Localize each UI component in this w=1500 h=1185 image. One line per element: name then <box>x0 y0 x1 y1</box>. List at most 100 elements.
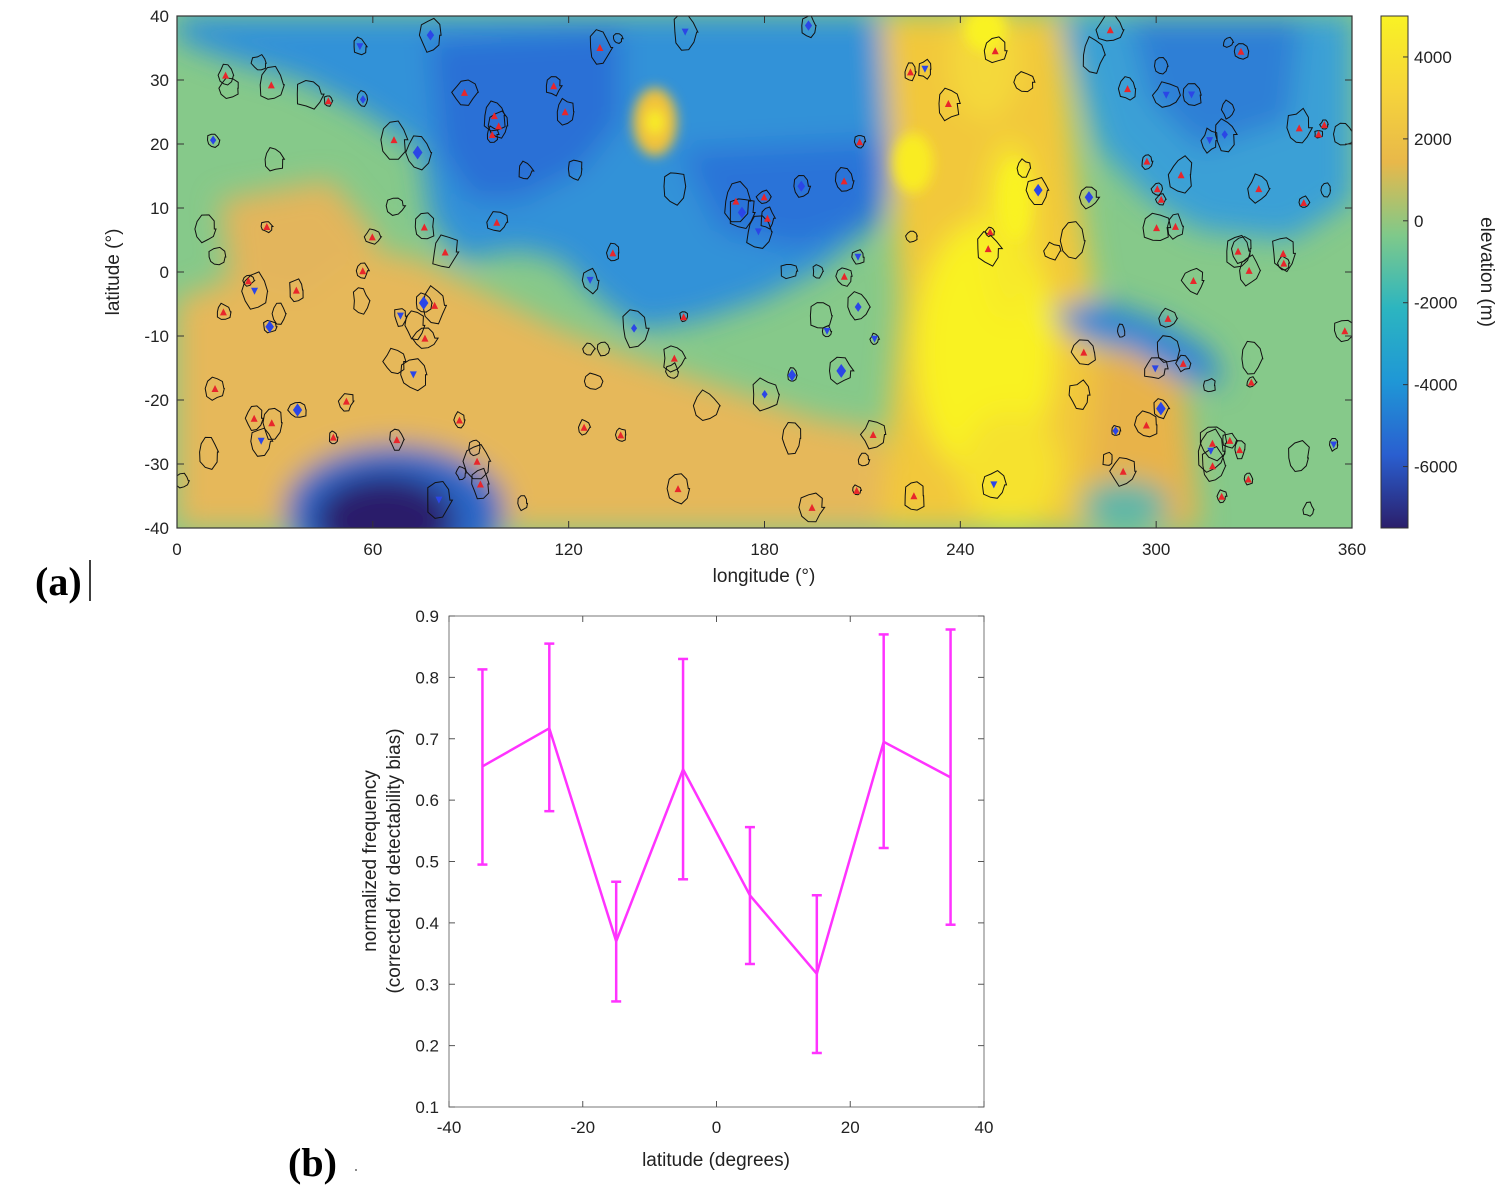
marker-red-triangle <box>1209 462 1217 470</box>
crater-outline <box>981 470 1008 499</box>
marker-red-triangle <box>1153 185 1161 193</box>
marker-red-triangle <box>1234 247 1242 255</box>
crater-outline <box>1141 154 1154 171</box>
crater-outline <box>1068 379 1091 410</box>
crater-outline <box>517 495 529 512</box>
plot-frame <box>448 615 985 1108</box>
olympus-mons <box>893 133 933 193</box>
crater-outline <box>938 87 961 122</box>
crater-outline <box>663 172 687 206</box>
crater-outline <box>264 147 286 172</box>
map-y-tick-label: -10 <box>144 327 169 346</box>
crater-outline <box>217 63 235 86</box>
crater-outline <box>241 271 269 310</box>
crater-outline <box>605 242 620 262</box>
marker-red-triangle <box>1119 467 1127 475</box>
marker-red-triangle <box>1247 378 1255 386</box>
crater-outline <box>208 246 227 266</box>
plot-y-axis-label-line1: normalized frequency <box>360 770 381 952</box>
crater-outline <box>1288 440 1310 473</box>
plot-y-tick-label: 0.7 <box>415 730 439 749</box>
marker-red-triangle <box>420 223 428 231</box>
crater-outline <box>746 215 773 249</box>
marker-blue-triangle <box>823 327 831 335</box>
crater-outline <box>752 377 781 412</box>
northeast-deep <box>1130 20 1300 150</box>
marker-red-triangle <box>1164 314 1172 322</box>
plot-x-tick-label: 0 <box>712 1118 721 1137</box>
hellas-floor <box>315 475 455 528</box>
marker-blue-triangle <box>754 228 762 236</box>
crater-markers <box>209 20 1349 511</box>
map-x-tick-label: 180 <box>750 540 778 559</box>
panel-a-label: (a) <box>35 559 82 604</box>
map-x-tick-label: 240 <box>946 540 974 559</box>
marker-blue-triangle <box>1206 137 1214 145</box>
map-x-axis: 0 60 120 180 240 300 360 <box>172 16 1366 559</box>
crater-outline <box>250 427 274 457</box>
crater-outline <box>1142 212 1172 242</box>
marker-red-triangle <box>984 245 992 253</box>
alba-summit <box>965 16 1005 52</box>
marker-blue-diamond <box>737 206 747 219</box>
marker-blue-triangle <box>251 287 259 295</box>
marker-blue-diamond <box>787 369 797 382</box>
map-y-tick-label: 40 <box>150 7 169 26</box>
crater-outline <box>486 211 509 232</box>
crater-outline <box>271 302 287 325</box>
crater-outline <box>405 135 433 171</box>
crater-outline <box>418 17 442 53</box>
crater-outline <box>1102 451 1113 466</box>
marker-red-triangle <box>393 436 401 444</box>
marker-red-triangle <box>1106 26 1114 34</box>
colorbar-tick-label: 2000 <box>1414 130 1452 149</box>
marker-red-triangle <box>1237 47 1245 55</box>
crater-outline <box>589 29 614 65</box>
plot-x-tick-label: -40 <box>437 1118 462 1137</box>
crater-outline <box>1328 438 1339 452</box>
crater-outline <box>1109 457 1137 487</box>
marker-blue-diamond <box>836 363 847 378</box>
crater-outline <box>1226 234 1252 268</box>
crater-outline <box>471 467 490 500</box>
crater-outline <box>1222 36 1235 48</box>
crater-outline <box>244 405 265 432</box>
plot-x-axis: -40 -20 0 20 40 <box>437 616 993 1137</box>
crater-outline <box>432 234 460 269</box>
marker-red-triangle <box>490 112 498 120</box>
marker-blue-triangle <box>435 496 443 504</box>
crater-outline <box>663 345 687 373</box>
crater-outline <box>380 120 409 160</box>
crater-outline <box>411 327 440 349</box>
marker-red-triangle <box>441 248 449 256</box>
marker-red-triangle <box>1143 157 1151 165</box>
crater-outline <box>673 16 699 51</box>
crater-outline <box>518 160 535 180</box>
marker-red-triangle <box>1300 199 1308 207</box>
crater-outline <box>729 198 756 230</box>
marker-red-triangle <box>609 249 617 257</box>
marker-red-triangle <box>359 267 367 275</box>
marker-blue-diamond <box>630 323 638 333</box>
crater-outline <box>984 226 996 238</box>
volcanoes <box>633 16 1030 240</box>
crater-outline <box>328 430 339 445</box>
plot-y-tick-label: 0.5 <box>415 853 439 872</box>
crater-outline <box>666 473 691 505</box>
crater-outline <box>1156 335 1181 363</box>
map-y-tick-label: -40 <box>144 519 169 538</box>
marker-blue-diamond <box>426 29 435 41</box>
crater-outline <box>216 302 232 320</box>
crater-outline <box>781 421 802 455</box>
marker-red-triangle <box>869 431 877 439</box>
series-frequency <box>477 628 956 1055</box>
marker-red-triangle <box>1208 439 1216 447</box>
crater-outline <box>389 428 406 451</box>
deep-north-basin <box>430 30 620 200</box>
marker-red-triangle <box>580 423 588 431</box>
elysium-summit <box>647 110 663 134</box>
map-x-tick-label: 120 <box>554 540 582 559</box>
plot-y-tick-label: 0.9 <box>415 607 439 626</box>
crater-outline <box>1320 182 1332 198</box>
panel-b: -40 -20 0 20 40 0.10.20.30.40.50.60.70.80.9 … <box>288 607 993 1185</box>
